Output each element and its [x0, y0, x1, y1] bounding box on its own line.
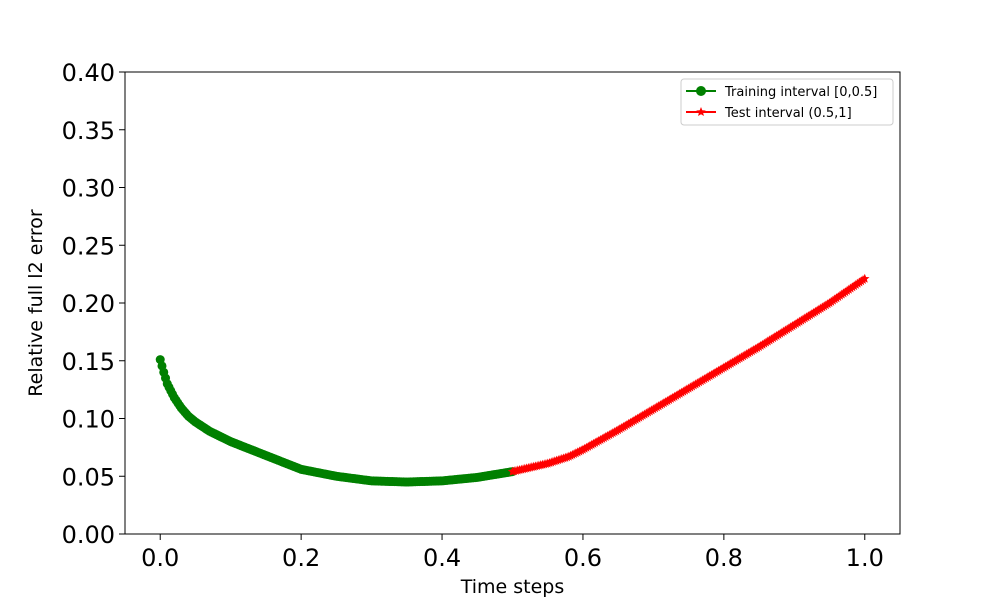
legend-marker-test	[696, 107, 706, 117]
x-axis-label: Time steps	[460, 576, 565, 598]
legend: Training interval [0,0.5] Test interval …	[680, 78, 894, 126]
y-tick-label: 0.25	[62, 232, 115, 260]
x-axis-ticks: 0.0 0.2 0.4 0.6 0.8 1.0	[141, 534, 884, 572]
y-tick-label: 0.30	[62, 175, 115, 203]
x-tick-label: 0.8	[705, 544, 743, 572]
legend-box	[680, 78, 894, 126]
y-tick-label: 0.05	[62, 463, 115, 491]
series-test	[507, 273, 870, 476]
legend-entry-test: Test interval (0.5,1]	[724, 106, 852, 121]
y-tick-label: 0.40	[62, 59, 115, 87]
y-tick-label: 0.10	[62, 406, 115, 434]
legend-marker-training	[696, 86, 706, 96]
series-training	[155, 355, 517, 487]
x-tick-label: 0.4	[423, 544, 461, 572]
y-axis-label: Relative full l2 error	[25, 209, 47, 397]
data-point	[860, 273, 870, 283]
y-tick-label: 0.15	[62, 348, 115, 376]
y-tick-label: 0.20	[62, 290, 115, 318]
plot-area	[155, 273, 870, 487]
x-tick-label: 0.0	[141, 544, 179, 572]
y-tick-label: 0.35	[62, 117, 115, 145]
x-tick-label: 0.6	[564, 544, 602, 572]
x-tick-label: 0.2	[282, 544, 320, 572]
legend-entry-training: Training interval [0,0.5]	[724, 85, 877, 100]
y-tick-label: 0.00	[62, 521, 115, 549]
y-axis-ticks: 0.00 0.05 0.10 0.15 0.20 0.25 0.30 0.35 0.40	[62, 59, 125, 549]
x-tick-label: 1.0	[846, 544, 884, 572]
